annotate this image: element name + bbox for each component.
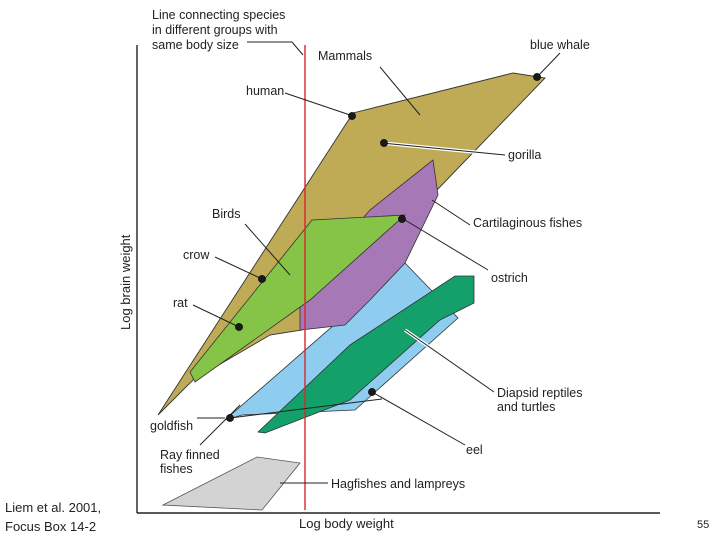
label-cartilaginous: Cartilaginous fishes bbox=[473, 216, 582, 230]
hagfishes-region bbox=[161, 456, 301, 511]
dot-goldfish bbox=[226, 414, 234, 422]
label-eel: eel bbox=[466, 443, 483, 457]
label-hagfishes: Hagfishes and lampreys bbox=[331, 477, 465, 491]
birds-region bbox=[189, 214, 407, 383]
dot-gorilla bbox=[380, 139, 388, 147]
label-rat: rat bbox=[173, 296, 188, 310]
label-diapsid-2: and turtles bbox=[497, 400, 555, 414]
citation-line-1: Liem et al. 2001, bbox=[5, 500, 102, 515]
label-human: human bbox=[246, 84, 284, 98]
label-crow: crow bbox=[183, 248, 210, 262]
title-note-line-2: in different groups with bbox=[152, 23, 278, 37]
label-ray-finned-1: Ray finned bbox=[160, 448, 220, 462]
label-goldfish: goldfish bbox=[150, 419, 193, 433]
title-note-line-3: same body size bbox=[152, 38, 239, 52]
label-mammals: Mammals bbox=[318, 49, 372, 63]
leader-lines bbox=[192, 41, 561, 484]
label-gorilla: gorilla bbox=[508, 148, 541, 162]
title-note-line-1: Line connecting species bbox=[152, 8, 285, 22]
dot-blue-whale bbox=[533, 73, 541, 81]
dot-eel bbox=[368, 388, 376, 396]
dot-ostrich bbox=[398, 215, 406, 223]
label-ray-finned-2: fishes bbox=[160, 462, 193, 476]
diapsid-region bbox=[257, 275, 475, 434]
x-axis-label: Log body weight bbox=[299, 516, 394, 531]
citation: Liem et al. 2001, Focus Box 14-2 bbox=[5, 498, 101, 536]
label-ostrich: ostrich bbox=[491, 271, 528, 285]
label-birds: Birds bbox=[212, 207, 240, 221]
y-axis-label: Log brain weight bbox=[118, 234, 133, 330]
dot-human bbox=[348, 112, 356, 120]
citation-line-2: Focus Box 14-2 bbox=[5, 519, 97, 534]
page-number: 55 bbox=[697, 519, 710, 531]
label-blue-whale: blue whale bbox=[530, 38, 590, 52]
dot-rat bbox=[235, 323, 243, 331]
label-diapsid-1: Diapsid reptiles bbox=[497, 386, 582, 400]
dot-crow bbox=[258, 275, 266, 283]
